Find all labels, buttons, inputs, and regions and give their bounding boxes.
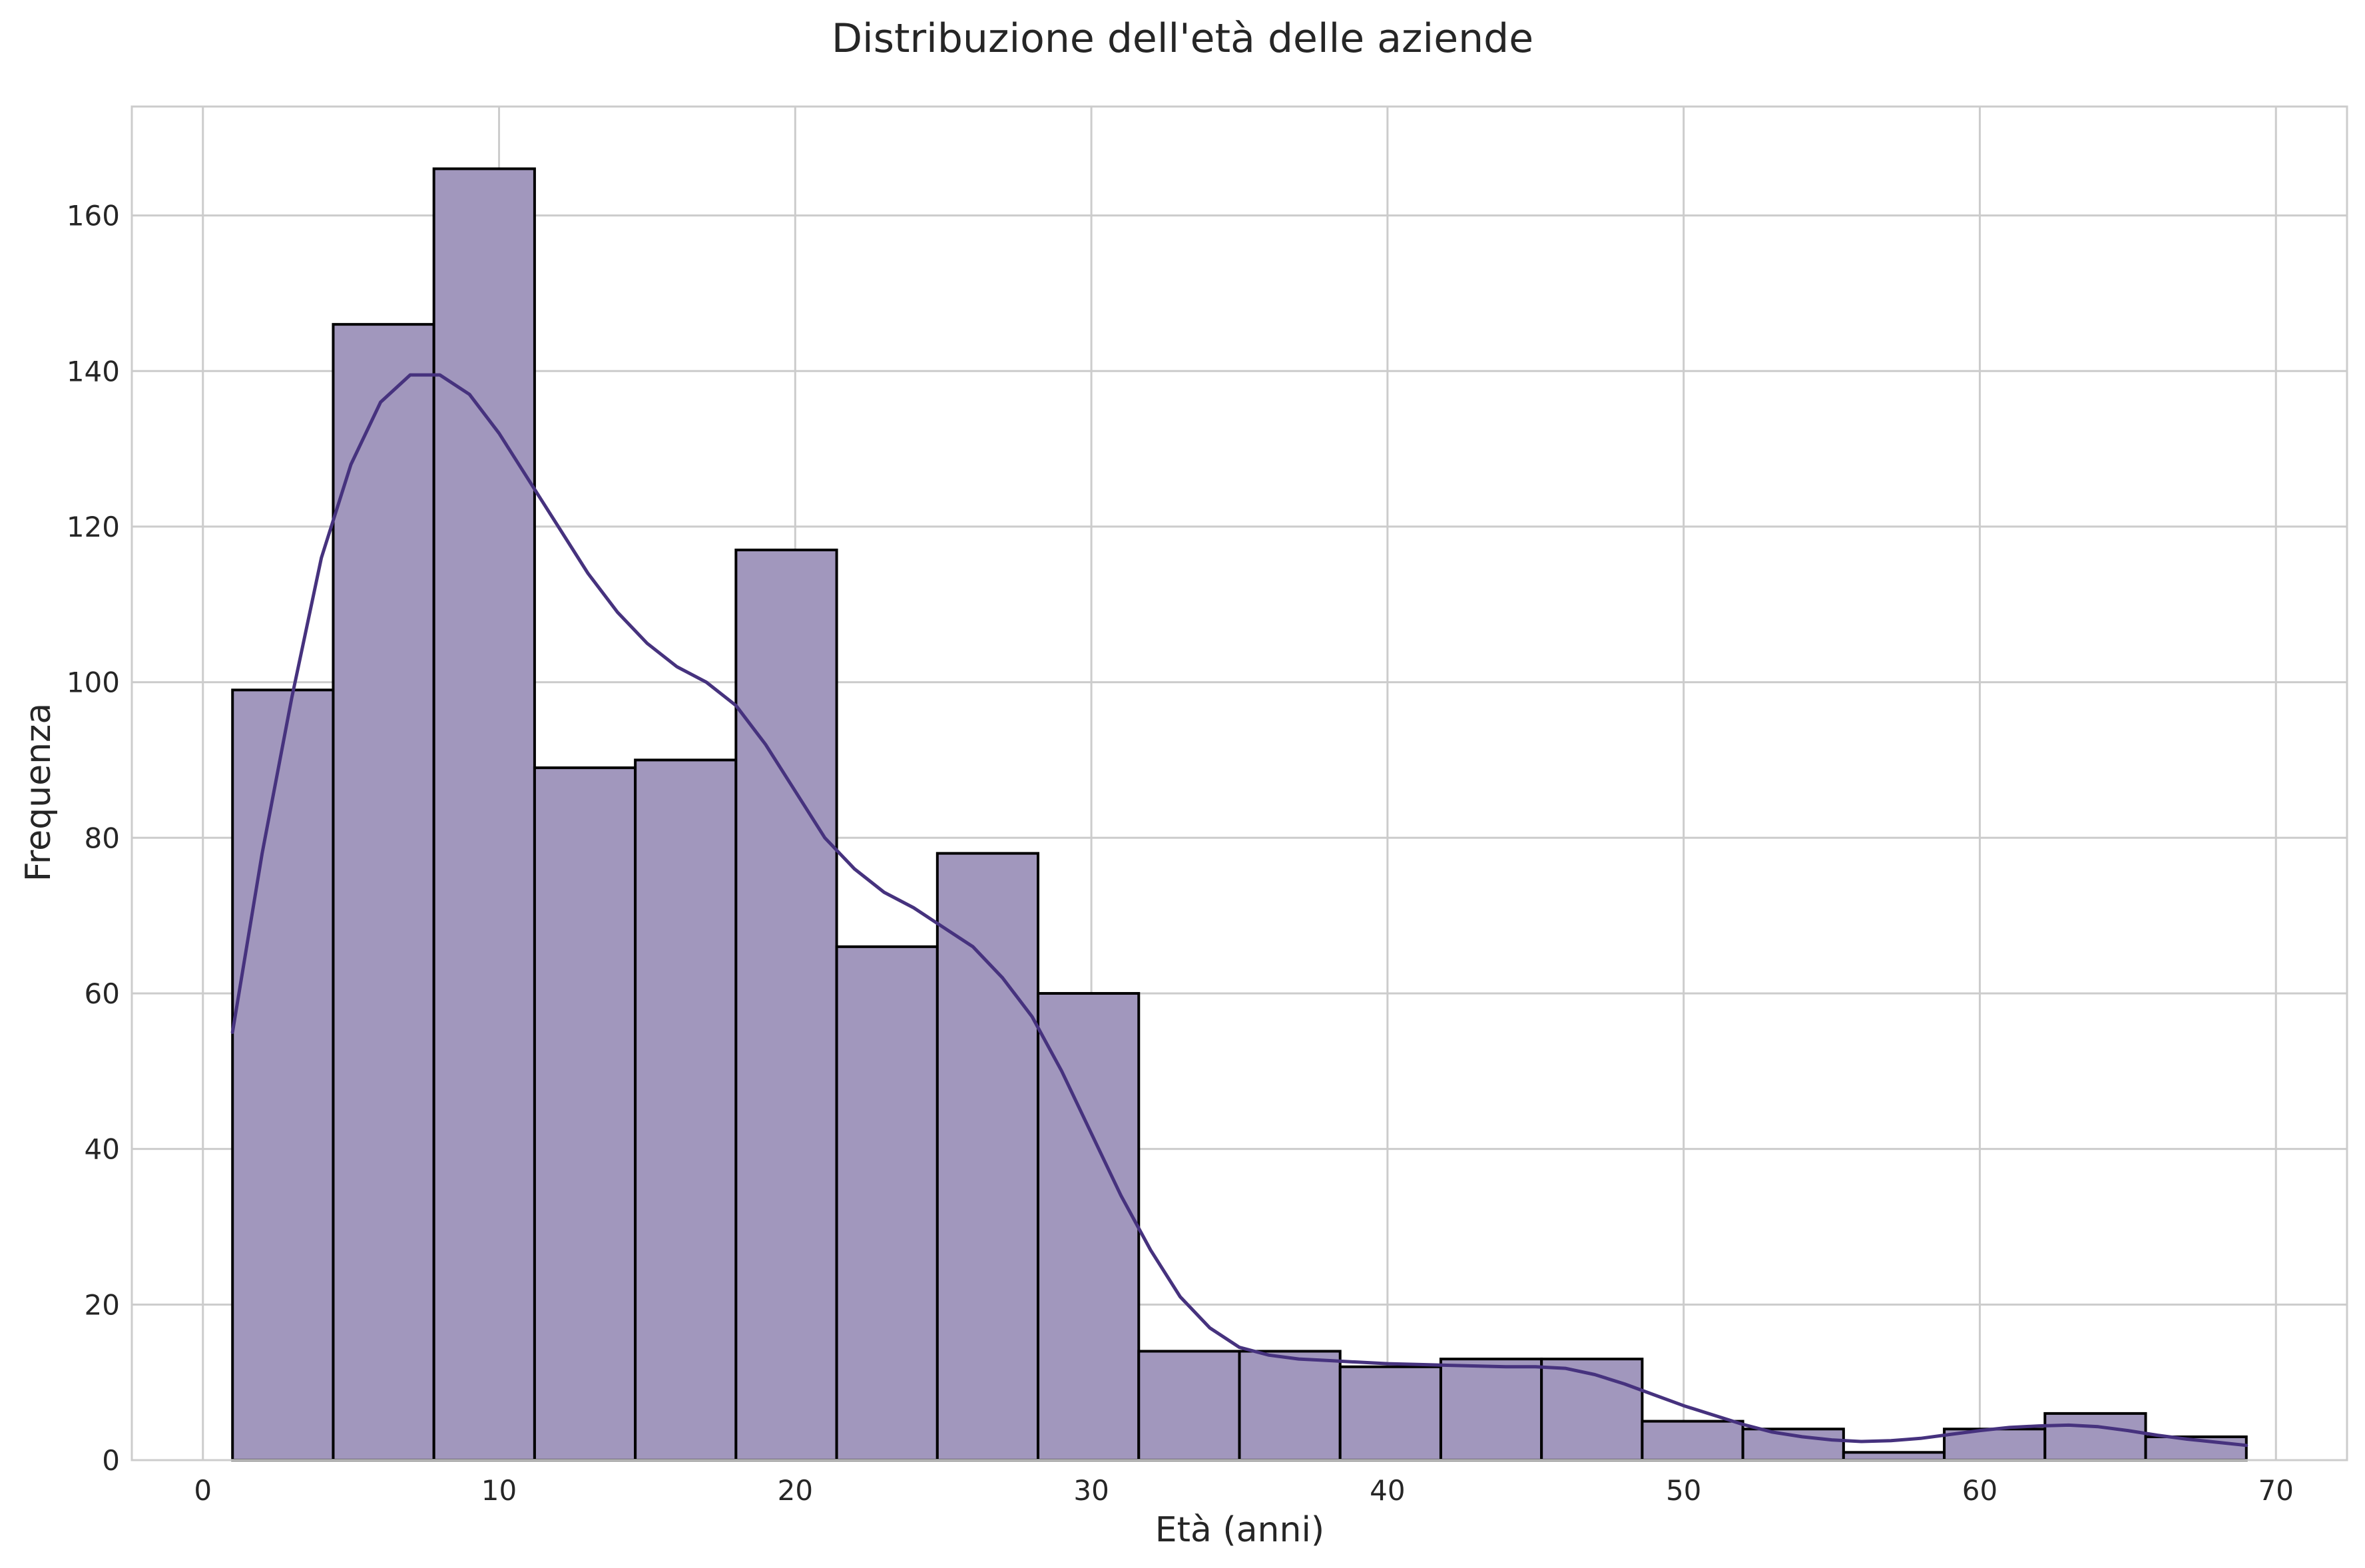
plot-frame xyxy=(131,105,2348,1461)
histogram-bar xyxy=(1439,1358,1543,1462)
histogram-bar xyxy=(1540,1358,1644,1462)
histogram-bar xyxy=(935,852,1040,1461)
histogram-bar xyxy=(835,945,939,1461)
x-tick-label: 70 xyxy=(2258,1474,2294,1507)
x-axis-label: Età (anni) xyxy=(1155,1510,1324,1550)
x-tick-labels: 0 10 20 30 40 50 60 70 xyxy=(194,1474,2294,1507)
y-tick-label: 160 xyxy=(67,200,120,232)
histogram-bar xyxy=(734,548,838,1461)
histogram-bar xyxy=(1641,1420,1744,1462)
y-tick-label: 20 xyxy=(85,1288,120,1321)
chart-title: Distribuzione dell'età delle aziende xyxy=(832,15,1533,62)
y-tick-label: 0 xyxy=(102,1444,120,1477)
y-axis-label: Frequenza xyxy=(19,703,59,882)
kde-curve xyxy=(230,373,2248,1447)
x-tick-label: 20 xyxy=(778,1474,813,1507)
histogram-bar xyxy=(1037,991,1141,1462)
y-tick-label: 80 xyxy=(85,822,120,854)
kde-curve-group xyxy=(230,373,2248,1447)
histogram-bar xyxy=(634,758,738,1461)
y-tick-label: 140 xyxy=(67,355,120,388)
histogram-bar xyxy=(231,688,335,1461)
histogram-bar xyxy=(332,323,435,1461)
histogram-bar xyxy=(1137,1350,1241,1461)
x-tick-label: 60 xyxy=(1962,1474,1997,1507)
histogram-bar xyxy=(2043,1412,2147,1461)
x-tick-label: 10 xyxy=(481,1474,517,1507)
y-tick-label: 100 xyxy=(67,666,120,699)
x-tick-label: 30 xyxy=(1073,1474,1109,1507)
histogram-bar xyxy=(533,766,637,1461)
histogram-bar xyxy=(1338,1365,1442,1462)
y-tick-labels: 0 20 40 60 80 100 120 140 160 xyxy=(67,200,120,1477)
histogram-bar xyxy=(1842,1451,1946,1462)
histogram-bar xyxy=(432,167,536,1461)
y-tick-label: 60 xyxy=(85,977,120,1010)
x-tick-label: 0 xyxy=(194,1474,212,1507)
y-tick-label: 120 xyxy=(67,511,120,543)
histogram-bar xyxy=(1238,1350,1342,1461)
x-tick-label: 40 xyxy=(1370,1474,1405,1507)
x-tick-label: 50 xyxy=(1666,1474,1701,1507)
y-tick-label: 40 xyxy=(85,1133,120,1166)
